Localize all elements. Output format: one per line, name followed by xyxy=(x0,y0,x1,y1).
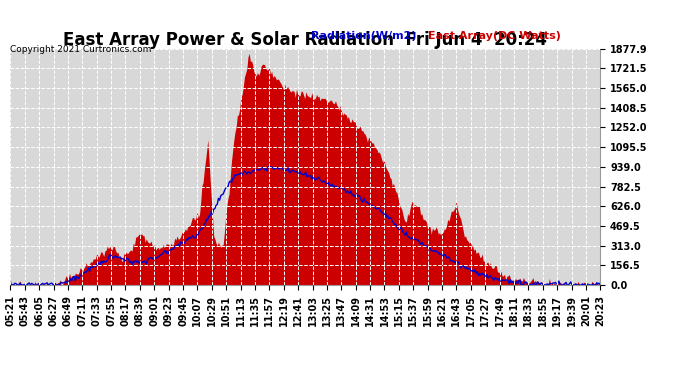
Text: East Array(DC Watts): East Array(DC Watts) xyxy=(428,32,561,41)
Text: Copyright 2021 Curtronics.com: Copyright 2021 Curtronics.com xyxy=(10,45,152,54)
Text: Radiation(W/m2): Radiation(W/m2) xyxy=(310,32,416,41)
Title: East Array Power & Solar Radiation  Fri Jun 4  20:24: East Array Power & Solar Radiation Fri J… xyxy=(63,31,547,49)
